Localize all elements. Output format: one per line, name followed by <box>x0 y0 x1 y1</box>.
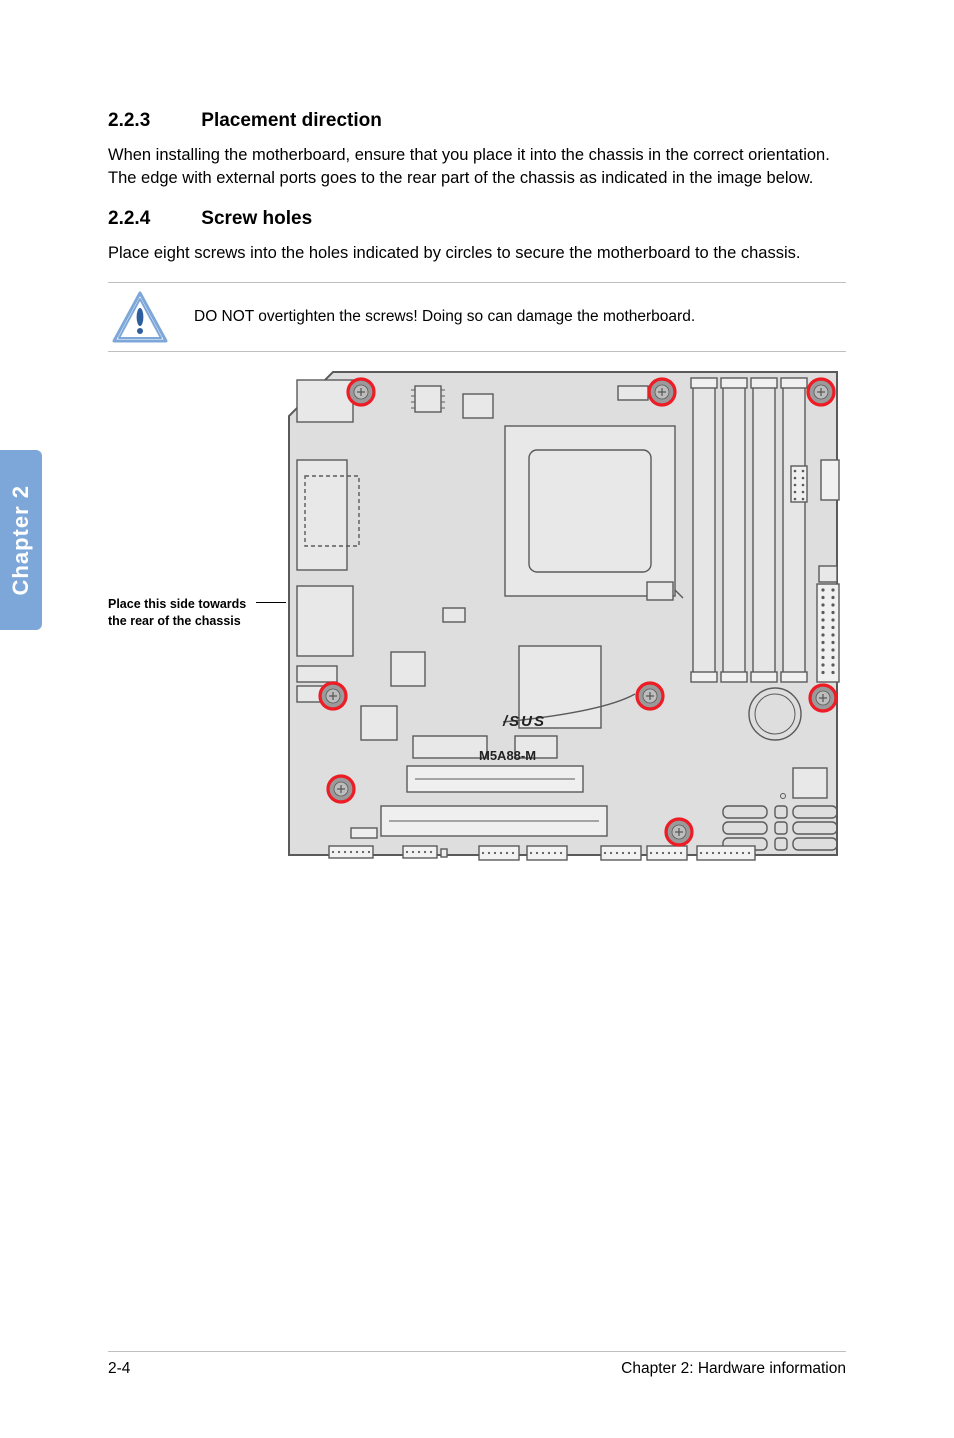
diagram-side-label-line2: the rear of the chassis <box>108 614 241 628</box>
warning-icon <box>112 291 168 343</box>
footer-page-number: 2-4 <box>108 1360 130 1378</box>
motherboard-diagram: Place this side towards the rear of the … <box>108 366 846 896</box>
chapter-side-tab: Chapter 2 <box>0 450 42 630</box>
diagram-side-label: Place this side towards the rear of the … <box>108 596 268 629</box>
svg-text:/SUS: /SUS <box>502 713 546 730</box>
section-heading-placement: 2.2.3 Placement direction <box>108 110 846 132</box>
motherboard-svg: /SUS M5A88-M <box>283 366 843 861</box>
section-body-placement: When installing the motherboard, ensure … <box>108 144 846 190</box>
section-heading-screwholes: 2.2.4 Screw holes <box>108 208 846 230</box>
section-title: Screw holes <box>201 208 312 229</box>
section-number: 2.2.3 <box>108 110 196 132</box>
section-body-screwholes: Place eight screws into the holes indica… <box>108 242 846 265</box>
page-footer: 2-4 Chapter 2: Hardware information <box>108 1351 846 1378</box>
section-number: 2.2.4 <box>108 208 196 230</box>
diagram-side-label-line1: Place this side towards <box>108 597 246 611</box>
diagram-leader-line <box>256 602 286 603</box>
page: Chapter 2 2.2.3 Placement direction When… <box>0 0 954 1438</box>
warning-callout: DO NOT overtighten the screws! Doing so … <box>108 283 846 351</box>
svg-text:M5A88-M: M5A88-M <box>479 748 536 763</box>
chapter-side-tab-text: Chapter 2 <box>8 485 34 595</box>
footer-chapter-title: Chapter 2: Hardware information <box>621 1360 846 1378</box>
warning-text: DO NOT overtighten the screws! Doing so … <box>194 308 695 326</box>
section-title: Placement direction <box>201 110 382 131</box>
divider <box>108 351 846 352</box>
footer-divider <box>108 1351 846 1352</box>
